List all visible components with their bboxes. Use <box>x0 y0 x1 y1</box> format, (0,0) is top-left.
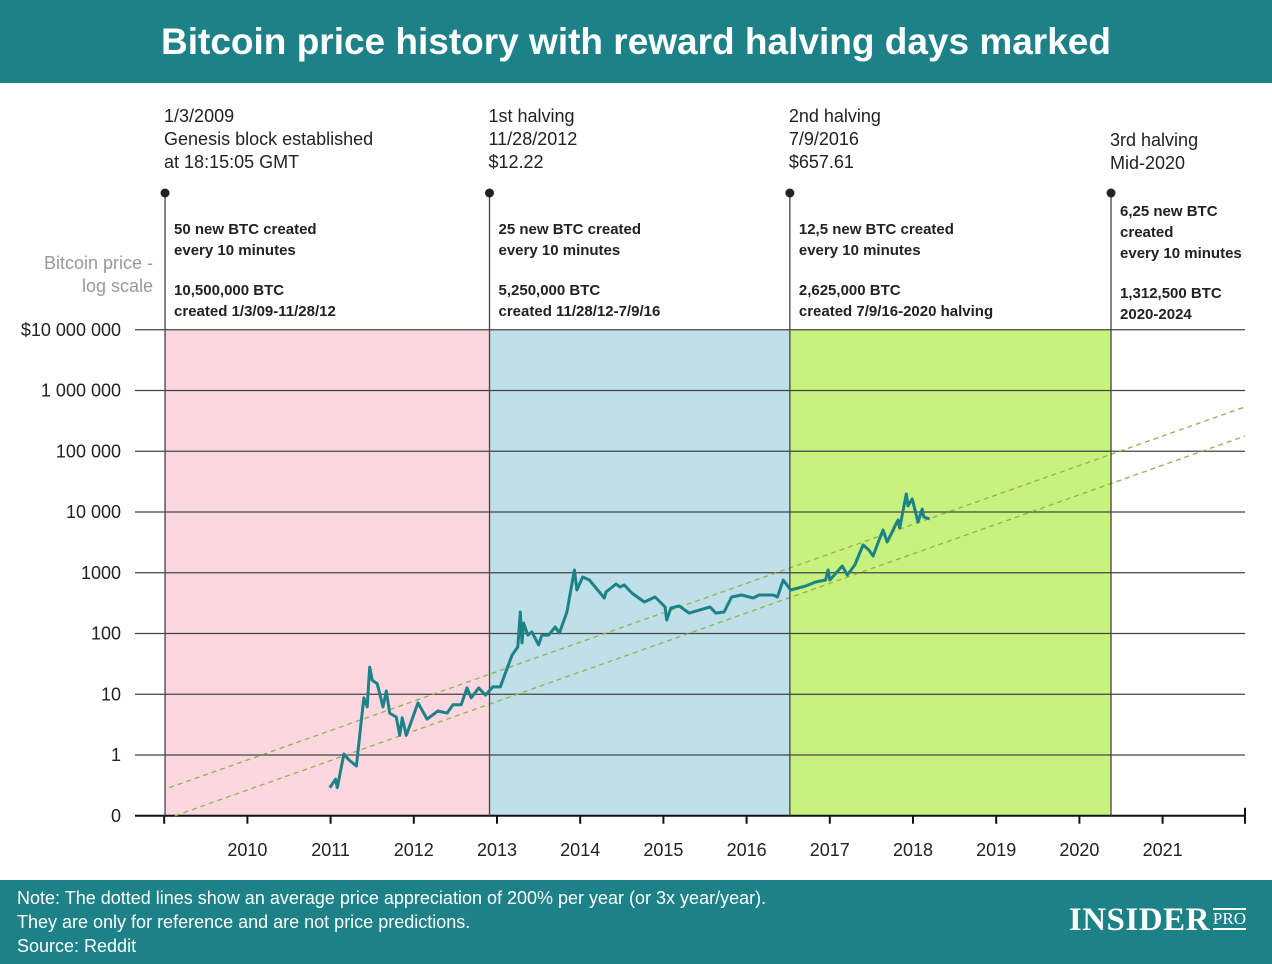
y-tick-label: 1000 <box>81 563 121 583</box>
reward-label: 6,25 new BTC created every 10 minutes <box>1120 201 1242 264</box>
source: Source: Reddit <box>17 936 137 956</box>
reward-label-line: 50 new BTC created <box>174 221 317 238</box>
note-line: Note: The dotted lines show an average p… <box>17 888 767 908</box>
x-tick-label: 2021 <box>1143 840 1183 860</box>
y-tick-label: 100 000 <box>56 441 121 461</box>
note-line: They are only for reference and are not … <box>17 912 471 932</box>
event-label: 1/3/2009 Genesis block established at 18:1… <box>164 105 373 174</box>
x-tick-label: 2016 <box>727 840 767 860</box>
reward-label-line: every 10 minutes <box>1120 245 1242 262</box>
insider-pro-logo: INSIDER PRO <box>1069 902 1246 939</box>
y-axis-label-line: Bitcoin price - <box>43 253 153 273</box>
x-tick-label: 2010 <box>227 840 267 860</box>
chart-title: Bitcoin price history with reward halvin… <box>0 0 1272 83</box>
reference-line <box>168 406 1246 789</box>
y-tick-label: 10 <box>101 684 121 704</box>
x-tick-label: 2018 <box>893 840 933 860</box>
x-tick-label: 2020 <box>1059 840 1099 860</box>
x-tick-label: 2015 <box>643 840 683 860</box>
x-tick-label: 2013 <box>477 840 517 860</box>
y-tick-label: 1 <box>111 745 121 765</box>
reward-label-line: every 10 minutes <box>798 242 921 259</box>
supply-label: 2,625,000 BTC created 7/9/16-2020 halving <box>799 280 993 322</box>
supply-label: 1,312,500 BTC 2020-2024 <box>1120 283 1222 325</box>
logo-sub: PRO <box>1212 908 1246 930</box>
event-marker-dot <box>1106 188 1116 198</box>
supply-label: 5,250,000 BTC created 11/28/12-7/9/16 <box>499 280 661 322</box>
supply-label: 10,500,000 BTC created 1/3/09-11/28/12 <box>174 280 336 322</box>
event-label-line: $657.61 <box>788 152 854 172</box>
y-tick-label: 1 000 000 <box>41 381 121 401</box>
y-tick-label: $10 000 000 <box>21 320 121 340</box>
event-marker-dot <box>160 188 170 198</box>
x-tick-label: 2014 <box>560 840 600 860</box>
logo-main: INSIDER <box>1068 902 1210 938</box>
reward-label-line: 25 new BTC created <box>498 221 642 238</box>
event-marker-dot <box>785 188 795 198</box>
event-label-line: 7/9/2016 <box>788 129 859 149</box>
event-label-line: Genesis block established <box>164 129 374 149</box>
supply-label-line: 10,500,000 BTC <box>174 282 285 299</box>
event-marker-dot <box>485 188 495 198</box>
reward-label: 12,5 new BTC created every 10 minutes <box>799 219 954 261</box>
y-tick-label: 100 <box>91 624 121 644</box>
event-label-line: 2nd halving <box>788 106 881 126</box>
event-label-line: 1/3/2009 <box>164 106 235 126</box>
event-label-line: Mid-2020 <box>1110 153 1186 173</box>
reward-label-line: 6,25 new BTC <box>1120 203 1218 220</box>
footer: Note: The dotted lines show an average p… <box>0 880 1272 964</box>
reward-label: 25 new BTC created every 10 minutes <box>499 219 642 261</box>
reward-label-line: every 10 minutes <box>174 242 296 259</box>
x-tick-label: 2019 <box>976 840 1016 860</box>
supply-label-line: created 11/28/12-7/9/16 <box>498 303 661 320</box>
y-axis-label: Bitcoin price - log scale <box>44 252 153 298</box>
supply-label-line: 5,250,000 BTC <box>498 282 601 299</box>
supply-label-line: created 7/9/16-2020 halving <box>798 303 994 320</box>
supply-label-line: 2,625,000 BTC <box>798 282 901 299</box>
event-label-line: $12.22 <box>488 152 544 172</box>
event-label-line: 3rd halving <box>1110 130 1199 150</box>
reward-label-line: every 10 minutes <box>498 242 621 259</box>
event-label-line: at 18:15:05 GMT <box>164 152 300 172</box>
x-tick-label: 2012 <box>394 840 434 860</box>
x-tick-label: 2017 <box>810 840 850 860</box>
event-label: 1st halving 11/28/2012 $12.22 <box>489 105 578 174</box>
supply-label-line: 2020-2024 <box>1120 306 1192 323</box>
reward-label-line: 12,5 new BTC created <box>798 221 954 238</box>
reward-label: 50 new BTC created every 10 minutes <box>174 219 317 261</box>
y-axis-label-line: log scale <box>81 276 153 296</box>
event-label-line: 1st halving <box>488 106 575 126</box>
y-tick-label: 10 000 <box>66 502 121 522</box>
footer-note: Note: The dotted lines show an average p… <box>17 886 766 958</box>
event-label-line: 11/28/2012 <box>488 129 578 149</box>
supply-label-line: created 1/3/09-11/28/12 <box>174 303 336 320</box>
reference-line <box>174 435 1246 817</box>
y-tick-label: 0 <box>111 806 121 826</box>
supply-label-line: 1,312,500 BTC <box>1120 285 1222 302</box>
x-tick-label: 2011 <box>311 840 350 860</box>
event-label: 2nd halving 7/9/2016 $657.61 <box>789 105 881 174</box>
reward-label-line: created <box>1120 224 1174 241</box>
event-label: 3rd halving Mid-2020 <box>1110 129 1198 175</box>
